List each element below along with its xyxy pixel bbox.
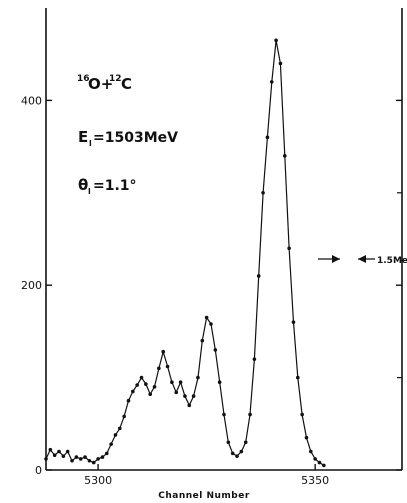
energy-subscript: l	[89, 139, 92, 148]
data-point	[131, 389, 135, 394]
fwhm-right-arrowhead	[358, 255, 366, 263]
data-point	[170, 380, 174, 385]
energy-value: =1503MeV	[93, 130, 178, 146]
axes-group	[45, 8, 403, 471]
data-point	[139, 375, 144, 380]
data-point	[83, 455, 87, 459]
data-point	[209, 322, 213, 326]
data-point	[222, 412, 226, 417]
data-point	[161, 349, 166, 354]
data-point	[113, 433, 118, 437]
data-point	[152, 385, 157, 389]
data-point	[213, 348, 218, 352]
data-point	[157, 366, 161, 371]
data-point	[296, 375, 300, 380]
data-point	[313, 457, 317, 461]
data-point	[282, 154, 287, 158]
labels-group: 0 200 400 5300 5350	[21, 94, 329, 487]
data-point	[65, 449, 70, 454]
x-tick-label: 5350	[301, 474, 329, 487]
data-point	[78, 457, 83, 461]
angle-symbol: θ	[78, 176, 88, 194]
data-point	[44, 457, 48, 461]
data-point	[261, 191, 265, 195]
data-point	[191, 394, 196, 398]
data-point	[122, 414, 126, 419]
angle-subscript: l	[88, 187, 91, 196]
fwhm-left-arrowhead	[332, 255, 340, 263]
data-point	[178, 380, 183, 385]
data-point	[269, 80, 274, 84]
data-point	[183, 394, 187, 398]
data-point	[300, 412, 304, 417]
reaction-annotation: 16 O+ 12 C	[77, 74, 132, 93]
series-group	[44, 38, 326, 468]
data-point	[165, 364, 170, 369]
data-point	[204, 315, 209, 320]
data-point	[248, 412, 252, 417]
data-point	[322, 463, 326, 468]
data-point	[217, 380, 222, 385]
data-point	[239, 449, 244, 454]
data-point	[291, 320, 296, 324]
energy-symbol: E	[78, 128, 88, 146]
y-tick-label: 200	[21, 279, 42, 292]
angle-value: =1.1°	[93, 178, 137, 194]
data-point	[104, 451, 109, 456]
data-point	[278, 61, 283, 66]
data-point	[256, 274, 261, 278]
data-point	[196, 375, 200, 380]
mass-number-12: 12	[109, 74, 122, 84]
data-point	[91, 460, 96, 465]
carbon-label: C	[121, 75, 132, 93]
data-point	[96, 457, 100, 461]
data-point	[309, 449, 313, 454]
data-point	[317, 460, 322, 465]
x-axis-title: Channel Number	[158, 491, 250, 501]
data-point	[243, 440, 248, 445]
data-point	[148, 392, 152, 397]
data-point	[126, 398, 131, 403]
mass-number-16: 16	[77, 74, 90, 84]
data-point	[70, 458, 74, 463]
data-point	[304, 435, 309, 440]
data-point	[109, 442, 113, 446]
data-point	[144, 382, 148, 386]
data-point	[118, 426, 122, 431]
data-point	[287, 246, 291, 251]
data-point	[265, 135, 270, 140]
data-point	[252, 357, 257, 361]
y-tick-label: 400	[21, 94, 42, 107]
data-point	[187, 403, 192, 408]
y-tick-label: 0	[35, 464, 42, 477]
angle-annotation: θ l =1.1°	[78, 176, 137, 196]
energy-annotation: E l =1503MeV	[78, 128, 178, 148]
spectrum-line	[45, 40, 325, 466]
data-point	[100, 455, 105, 459]
resolution-label: 1.5MeV	[377, 256, 407, 266]
data-point	[74, 455, 79, 459]
data-point	[48, 447, 53, 452]
data-point	[174, 390, 179, 395]
data-point	[135, 383, 139, 387]
data-point	[57, 449, 61, 454]
data-point	[235, 454, 239, 458]
data-point	[52, 453, 57, 458]
data-point	[226, 440, 231, 445]
data-point	[87, 458, 92, 463]
resolution-marker: 1.5MeV	[318, 255, 407, 266]
data-point	[61, 454, 66, 458]
data-point	[230, 451, 235, 456]
data-point	[200, 338, 205, 343]
oxygen-plus-label: O+	[88, 75, 113, 93]
x-tick-label: 5300	[84, 474, 112, 487]
data-point	[274, 38, 278, 43]
